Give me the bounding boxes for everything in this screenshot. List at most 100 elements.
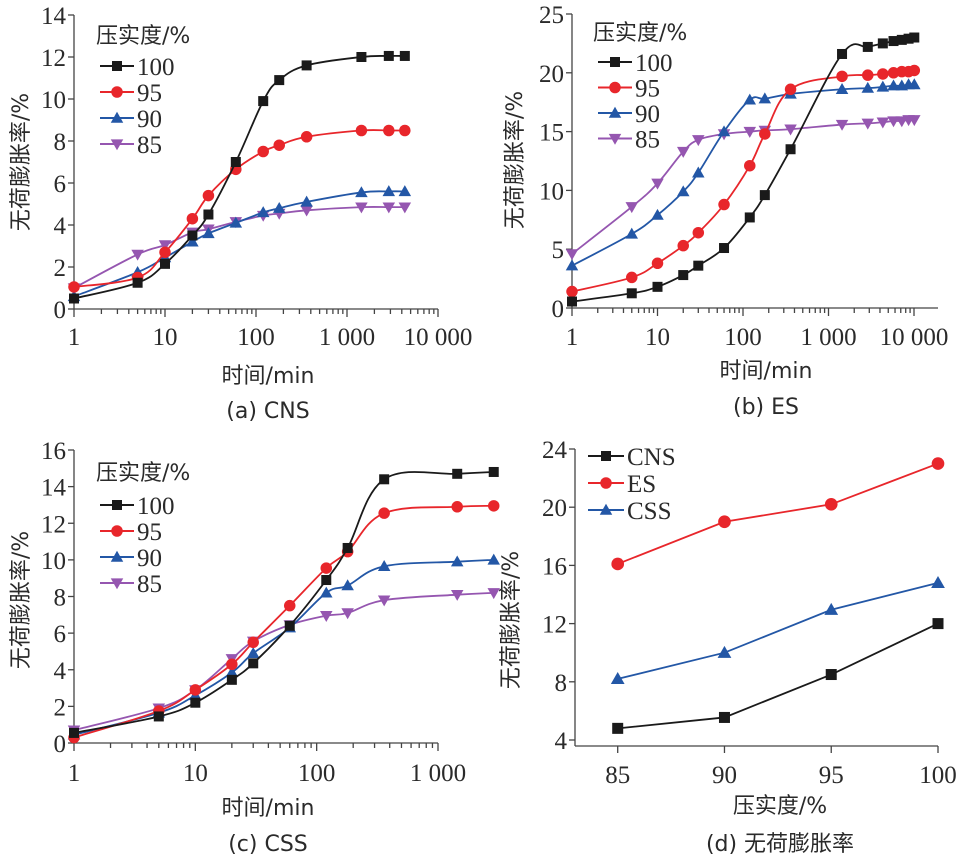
data-point [651,178,664,190]
legend-label: 85 [635,127,660,154]
y-tick-label: 16 [542,553,567,580]
series-line [571,118,915,255]
axes: 0 2 4 6 8 10 12 14 16 1 10 100 1 000 [41,438,466,787]
y-tick-label: 4 [54,658,67,685]
data-point [717,125,731,137]
data-point [189,684,202,696]
data-point [246,647,260,658]
data-point [398,202,412,214]
data-point [877,38,888,49]
x-tick-label: 100 [919,762,957,789]
data-point [258,96,269,107]
data-point [759,128,771,140]
series-line [617,462,939,565]
y-axis-label: 无荷膨胀率/% [9,93,34,231]
data-point [744,159,756,172]
data-point [487,588,500,600]
y-tick-label: 10 [41,87,66,114]
data-point [676,146,690,158]
legend-label: CSS [627,498,671,525]
legend-item: CNS [588,444,676,471]
panel-caption: (d) 无荷膨胀率 [706,832,854,857]
y-tick-label: 10 [41,548,66,575]
data-point [487,553,500,565]
data-point [341,608,354,620]
data-point [652,281,663,292]
y-tick-label: 8 [54,585,67,612]
y-tick-label: 12 [41,45,66,72]
legend-label: 90 [137,545,162,572]
data-point [355,202,368,214]
legend-marker [110,111,124,123]
series-css [610,575,945,685]
legend-marker [112,500,122,510]
x-tick-label: 1 [68,324,81,351]
legend-item: 95 [598,76,660,103]
data-point [159,246,171,259]
series-line [73,591,494,732]
data-point [903,33,914,44]
data-point [835,83,849,94]
data-point [320,586,333,598]
data-point [256,206,270,218]
data-point [625,202,639,214]
data-point [835,119,849,131]
y-tick-label: 0 [54,297,67,324]
data-point [190,697,201,708]
data-point [692,166,705,178]
data-point [861,118,875,130]
x-tick-label: 100 [237,324,275,351]
y-axis-label: 无荷膨胀率/% [503,91,528,229]
data-point [718,515,731,529]
data-point [784,124,797,136]
series-90 [565,78,921,271]
data-point [355,124,368,137]
data-point [678,270,689,281]
data-point [283,599,296,612]
data-point [321,575,332,586]
legend-label: 100 [137,493,175,520]
y-tick-label: 12 [542,612,567,639]
data-point [300,205,313,217]
data-point [693,260,704,271]
data-point [565,249,579,261]
data-point [896,34,907,45]
legend-item: 100 [100,493,175,520]
legend-label: 95 [635,76,660,103]
data-point [382,202,396,214]
y-tick-label: 5 [552,237,565,264]
data-point [743,93,757,105]
data-point [611,557,625,571]
legend-title: 压实度/% [96,24,190,49]
x-tick-label: 85 [605,762,630,789]
data-point [225,666,239,678]
legend-marker [609,81,621,94]
y-tick-label: 0 [552,296,565,323]
legend-label: CNS [627,444,676,471]
data-point [320,611,333,622]
y-tick-label: 4 [555,728,568,755]
data-point [230,157,241,167]
data-point [274,75,285,86]
legend-item: 90 [100,106,162,133]
data-point [452,468,463,479]
data-point [229,216,243,228]
data-point [284,620,295,631]
legend-label: 95 [137,519,162,546]
data-point [876,80,890,92]
data-point [758,92,772,104]
y-tick-label: 16 [41,438,66,465]
legend-item: 85 [598,127,660,154]
legend-label: 100 [137,54,175,81]
x-tick-label: 1 000 [319,324,375,351]
y-axis-label: 无荷膨胀率/% [499,551,524,689]
y-tick-label: 20 [542,495,567,522]
y-tick-label: 4 [54,213,67,240]
legend-label: 85 [137,571,162,598]
y-tick-label: 8 [54,129,67,156]
data-point [677,239,689,252]
data-point [378,507,390,519]
series-100 [69,50,410,304]
